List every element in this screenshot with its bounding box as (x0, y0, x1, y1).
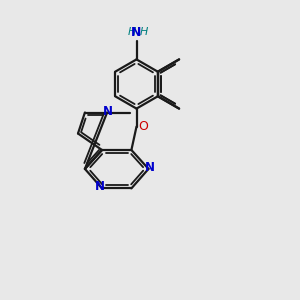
Text: N: N (95, 180, 105, 193)
Text: O: O (138, 120, 148, 133)
Text: H: H (140, 27, 148, 37)
Text: N: N (145, 160, 155, 174)
Text: N: N (103, 105, 113, 118)
Text: N: N (131, 26, 142, 39)
Text: H: H (128, 27, 136, 37)
